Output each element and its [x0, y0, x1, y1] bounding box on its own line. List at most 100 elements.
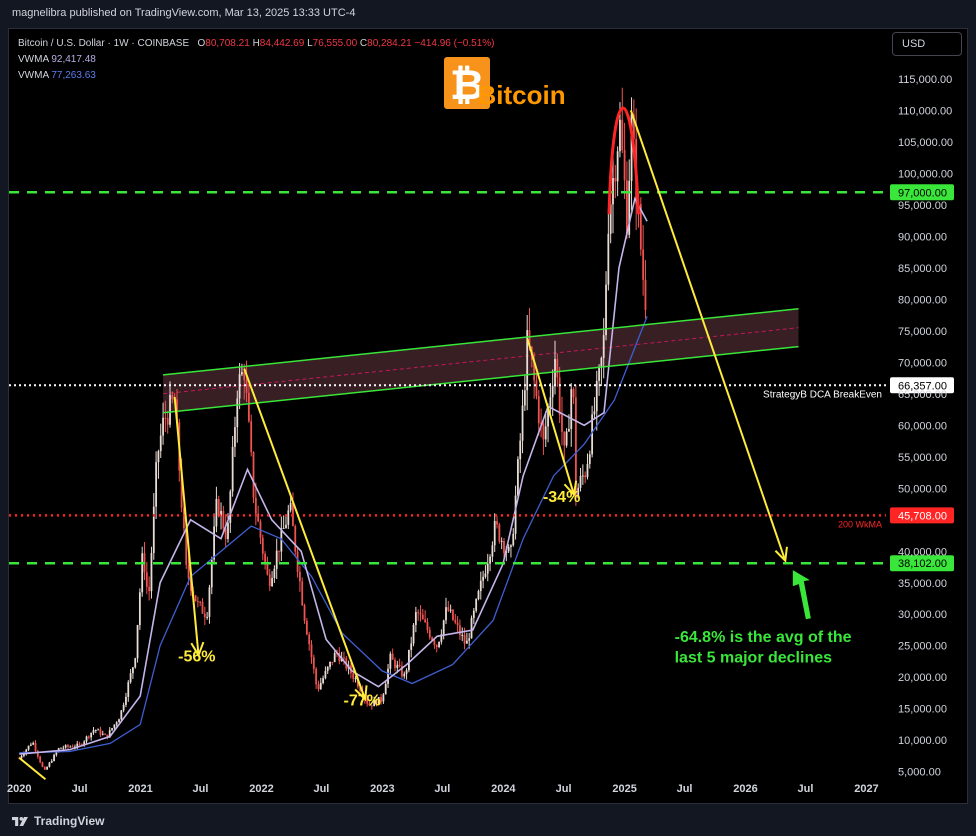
candle-body — [231, 446, 234, 492]
candle-body — [203, 613, 206, 618]
candle-body — [310, 644, 313, 658]
vwma-slow-line — [19, 316, 648, 754]
y-tick-label: 115,000.00 — [898, 74, 952, 86]
x-tick-label: 2023 — [370, 783, 394, 795]
candle-body — [644, 279, 647, 311]
y-tick-label: 100,000.00 — [898, 168, 953, 180]
candle-body — [373, 700, 376, 707]
candle-body — [245, 380, 248, 393]
annotation-label: Bitcoin — [477, 80, 565, 110]
legend-vwma-fast-row[interactable]: VWMA 92,417.48 — [18, 52, 495, 68]
candle-body — [85, 736, 88, 742]
legend-ohlc-row: Bitcoin / U.S. Dollar · 1W · COINBASE O8… — [18, 36, 495, 52]
candle-body — [544, 426, 547, 440]
candle-body — [331, 661, 334, 663]
candle-body — [87, 736, 90, 738]
vwma-fast-value: 92,417.48 — [51, 54, 96, 65]
candle-body — [127, 682, 130, 697]
tradingview-brand[interactable]: TradingView — [34, 814, 105, 828]
candle-body — [220, 510, 222, 516]
candle-body — [322, 678, 324, 683]
candle-body — [431, 637, 433, 641]
candle-body — [356, 678, 359, 687]
x-tick-label: Jul — [72, 783, 88, 795]
candle-body — [90, 732, 93, 738]
candle-body — [605, 284, 607, 336]
candle-body — [461, 635, 464, 637]
candle-body — [384, 683, 387, 695]
candle-body — [294, 526, 297, 552]
candle-body — [206, 616, 209, 618]
annotation-label: -34% — [543, 489, 580, 506]
candle-body — [41, 762, 44, 767]
candle-body — [526, 330, 529, 391]
candle-body — [479, 580, 482, 592]
candle-body — [53, 754, 55, 762]
symbol-label[interactable]: Bitcoin / U.S. Dollar · 1W · COINBASE — [18, 38, 190, 49]
candle-body — [201, 602, 204, 614]
candle-body — [359, 686, 362, 691]
candle-body — [459, 625, 461, 636]
vwma-slow-label: VWMA — [18, 70, 49, 81]
candle-body — [408, 649, 410, 671]
candle-body — [134, 658, 137, 668]
candle-body — [375, 700, 378, 706]
channel-midline — [163, 327, 799, 395]
candle-body — [43, 766, 46, 770]
candle-body — [222, 510, 225, 529]
candle-body — [32, 742, 35, 745]
candle-body — [152, 506, 155, 553]
candle-body — [380, 696, 382, 702]
candle-body — [354, 678, 357, 680]
candle-body — [169, 394, 171, 425]
candle-body — [83, 741, 86, 745]
candle-body — [338, 652, 341, 662]
candle-body — [632, 114, 635, 139]
price-level-label: 97,000.00 — [898, 187, 947, 199]
candle-body — [76, 743, 79, 747]
change-value: −414.96 (−0.51%) — [414, 38, 495, 49]
candle-body — [456, 622, 459, 626]
y-tick-label: 65,000.00 — [898, 389, 947, 401]
candle-body — [145, 572, 148, 587]
candle-body — [29, 744, 32, 746]
candle-body — [500, 540, 503, 542]
legend-vwma-slow-row[interactable]: VWMA 77,263.63 — [18, 68, 495, 84]
candle-body — [542, 423, 545, 440]
candle-body — [185, 528, 188, 565]
candle-body — [600, 357, 603, 367]
candle-body — [166, 418, 169, 425]
candle-body — [368, 703, 371, 706]
candle-body — [64, 745, 67, 748]
candle-body — [25, 749, 28, 754]
candle-body — [498, 524, 501, 542]
candle-body — [285, 524, 287, 528]
currency-selector[interactable]: USD — [892, 32, 962, 56]
candle-body — [217, 498, 220, 516]
x-tick-label: 2020 — [7, 783, 31, 795]
candle-body — [377, 696, 380, 706]
y-tick-label: 50,000.00 — [898, 483, 947, 495]
candle-body — [34, 742, 37, 751]
x-tick-label: 2022 — [249, 783, 273, 795]
candle-body — [78, 743, 81, 745]
candle-body — [298, 571, 301, 582]
y-tick-label: 90,000.00 — [898, 231, 947, 243]
candle-body — [252, 452, 255, 498]
y-tick-label: 30,000.00 — [898, 609, 947, 621]
candle-body — [234, 427, 236, 447]
candle-body — [558, 377, 561, 416]
candle-body — [424, 619, 427, 623]
candle-body — [591, 414, 594, 455]
y-tick-label: 85,000.00 — [898, 263, 947, 275]
candle-body — [189, 578, 192, 591]
annotation-label: last 5 major declines — [675, 650, 833, 667]
x-tick-label: Jul — [556, 783, 572, 795]
candle-body — [108, 730, 111, 738]
candle-body — [433, 640, 436, 646]
close-label: C — [359, 38, 368, 49]
candle-body — [196, 601, 199, 603]
candle-body — [69, 746, 72, 748]
candle-body — [452, 609, 454, 620]
